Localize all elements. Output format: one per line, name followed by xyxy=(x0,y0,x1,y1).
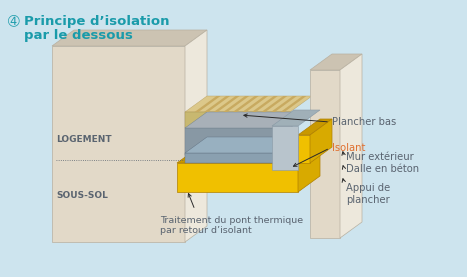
Polygon shape xyxy=(204,96,230,112)
Polygon shape xyxy=(185,128,290,155)
Text: ➃: ➃ xyxy=(8,15,20,29)
Polygon shape xyxy=(242,96,268,112)
Polygon shape xyxy=(213,96,240,112)
Polygon shape xyxy=(185,96,312,112)
Polygon shape xyxy=(52,46,185,242)
Polygon shape xyxy=(310,119,332,163)
Polygon shape xyxy=(272,110,320,126)
Polygon shape xyxy=(52,30,207,46)
Polygon shape xyxy=(185,137,312,153)
Polygon shape xyxy=(310,70,340,238)
Polygon shape xyxy=(281,96,306,112)
Polygon shape xyxy=(223,96,249,112)
Text: Traitement du pont thermique
par retour d’isolant: Traitement du pont thermique par retour … xyxy=(160,216,303,235)
Text: LOGEMENT: LOGEMENT xyxy=(56,135,112,145)
Polygon shape xyxy=(177,163,298,192)
Polygon shape xyxy=(177,147,320,163)
Polygon shape xyxy=(185,112,312,128)
Text: SOUS-SOL: SOUS-SOL xyxy=(56,191,108,199)
Text: Dalle en béton: Dalle en béton xyxy=(346,164,419,174)
Polygon shape xyxy=(340,54,362,238)
Polygon shape xyxy=(233,96,259,112)
Polygon shape xyxy=(262,96,287,112)
Polygon shape xyxy=(271,96,297,112)
Polygon shape xyxy=(185,30,207,242)
Polygon shape xyxy=(195,96,220,112)
Polygon shape xyxy=(298,135,310,163)
Text: Plancher bas: Plancher bas xyxy=(332,117,396,127)
Polygon shape xyxy=(185,153,290,163)
Polygon shape xyxy=(252,96,278,112)
Polygon shape xyxy=(272,126,298,170)
Text: Isolant: Isolant xyxy=(332,143,365,153)
Polygon shape xyxy=(185,112,290,128)
Polygon shape xyxy=(298,147,320,192)
Polygon shape xyxy=(298,119,332,135)
Text: Appui de
plancher: Appui de plancher xyxy=(346,183,390,205)
Text: Mur extérieur: Mur extérieur xyxy=(346,152,414,162)
Text: par le dessous: par le dessous xyxy=(24,29,133,42)
Polygon shape xyxy=(310,54,362,70)
Text: Principe d’isolation: Principe d’isolation xyxy=(24,15,170,28)
